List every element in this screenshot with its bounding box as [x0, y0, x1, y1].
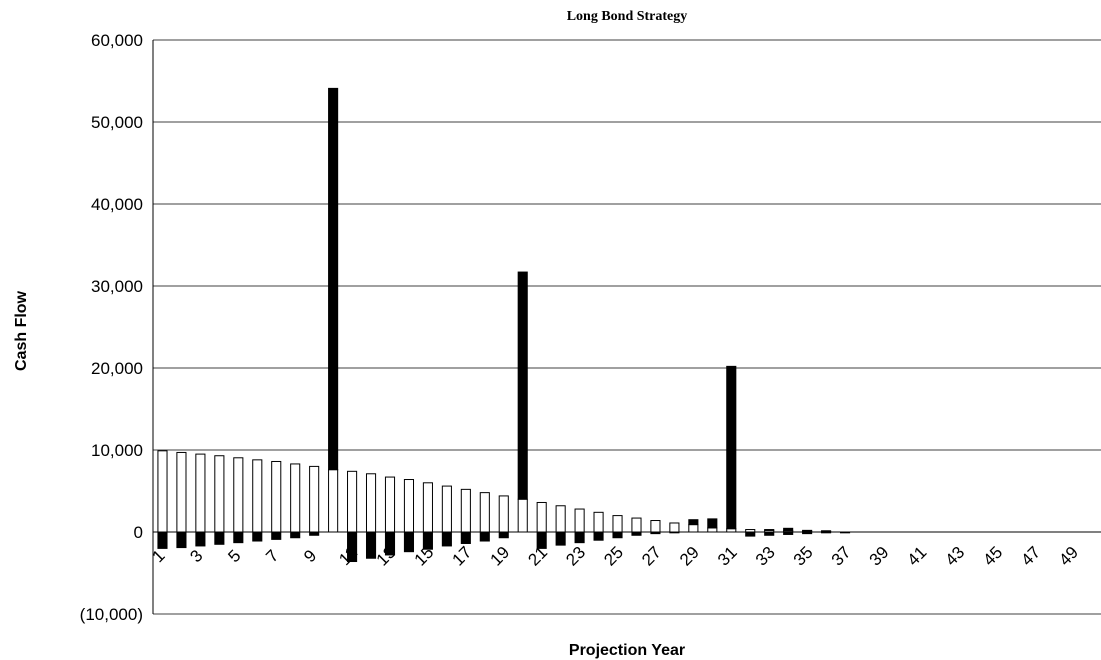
x-tick-label: 31 — [714, 543, 741, 570]
x-tick-label: 45 — [979, 543, 1006, 570]
bar-white — [347, 470, 358, 533]
bar-white — [214, 455, 225, 533]
bar-white — [536, 501, 547, 533]
bar-black — [802, 529, 813, 532]
bar-white — [252, 459, 263, 533]
bar-white — [157, 450, 168, 533]
bar-black — [821, 530, 832, 533]
bar-white — [309, 465, 320, 533]
bar-black — [517, 271, 528, 500]
chart-title: Long Bond Strategy — [567, 9, 688, 24]
y-tick-label: 10,000 — [91, 441, 143, 460]
bar-black-negative — [195, 531, 206, 547]
x-tick-label: 11 — [335, 543, 361, 569]
bar-black-negative — [214, 531, 225, 545]
bar-black-negative — [176, 531, 187, 549]
x-tick-label: 21 — [524, 543, 551, 570]
bar-black — [707, 518, 718, 529]
bar-white — [593, 511, 604, 533]
bar-black-negative — [233, 531, 244, 544]
bar-white — [195, 453, 206, 533]
bar-black — [688, 519, 699, 526]
x-tick-label: 29 — [676, 543, 703, 570]
bar-black — [764, 529, 775, 531]
bar-white — [271, 460, 282, 533]
bar-white — [669, 522, 680, 533]
x-tick-label: 39 — [866, 543, 893, 570]
bar-white — [290, 463, 301, 533]
bar-black-negative — [403, 531, 415, 553]
x-tick-label: 27 — [638, 543, 665, 570]
bar-black-negative — [479, 531, 490, 542]
x-tick-label: 49 — [1055, 543, 1082, 570]
x-ticks: 1 3 5 7 9 11 13 15 17 19 21 23 25 27 29 31 33 35 37 39 41 43 4… — [149, 543, 1083, 570]
bar-white — [441, 485, 452, 533]
bar-white — [612, 515, 623, 533]
bar-black-negative — [252, 531, 263, 542]
bar-white — [555, 505, 566, 533]
bar-white — [688, 524, 699, 533]
x-tick-label: 47 — [1017, 543, 1044, 570]
x-tick-label: 43 — [942, 543, 969, 570]
x-tick-label: 25 — [600, 543, 627, 570]
bar-white — [574, 508, 585, 533]
x-tick-label: 35 — [790, 543, 817, 570]
x-tick-label: 13 — [373, 543, 400, 570]
bar-black — [726, 365, 737, 530]
y-axis-label: Cash Flow — [13, 290, 30, 371]
y-tick-label: 50,000 — [91, 113, 143, 132]
x-tick-label: 19 — [486, 543, 513, 570]
bar-white — [707, 527, 718, 533]
bar-black — [783, 527, 794, 532]
x-tick-label: 17 — [449, 543, 476, 570]
bar-white — [498, 495, 509, 533]
y-tick-label: 40,000 — [91, 195, 143, 214]
bar-black-negative — [271, 531, 282, 540]
y-tick-label: 20,000 — [91, 359, 143, 378]
bar-black-negative — [745, 531, 756, 537]
bar-black-negative — [157, 531, 168, 549]
bar-white — [403, 479, 415, 533]
bar-white — [460, 488, 471, 533]
x-tick-label: 9 — [300, 546, 320, 566]
bar-white — [631, 517, 642, 533]
x-tick-label: 37 — [828, 543, 855, 570]
bar-white — [176, 451, 187, 533]
bars — [157, 87, 851, 563]
bar-black-negative — [574, 531, 585, 544]
x-tick-label: 3 — [186, 546, 206, 566]
y-tick-label: 0 — [134, 523, 143, 542]
bar-black-negative — [593, 531, 604, 541]
bar-white — [384, 476, 396, 533]
bar-black-negative — [555, 531, 566, 546]
bar-black-negative — [460, 531, 471, 544]
y-tick-label: (10,000) — [80, 605, 143, 624]
bar-white — [650, 520, 661, 533]
x-tick-label: 1 — [149, 546, 169, 566]
bar-white — [422, 482, 433, 533]
y-ticks: 60,000 50,000 40,000 30,000 20,000 10,000 0 (10… — [80, 31, 143, 624]
x-tick-label: 7 — [262, 546, 282, 566]
x-axis-label: Projection Year — [569, 642, 685, 659]
x-tick-label: 5 — [224, 546, 244, 566]
x-tick-label: 23 — [562, 543, 589, 570]
y-tick-label: 30,000 — [91, 277, 143, 296]
bar-black-negative — [290, 531, 301, 539]
y-tick-label: 60,000 — [91, 31, 143, 50]
x-tick-label: 15 — [411, 543, 438, 570]
bar-white — [328, 469, 339, 533]
bar-black-negative — [498, 531, 509, 539]
bar-white — [479, 492, 490, 533]
bar-white — [517, 498, 528, 533]
bar-white — [233, 457, 244, 533]
x-tick-label: 33 — [752, 543, 779, 570]
bar-black-negative — [612, 531, 623, 539]
bar-black — [328, 87, 339, 471]
bar-black-negative — [441, 531, 452, 547]
bar-white — [365, 473, 377, 533]
x-tick-label: 41 — [904, 543, 931, 570]
